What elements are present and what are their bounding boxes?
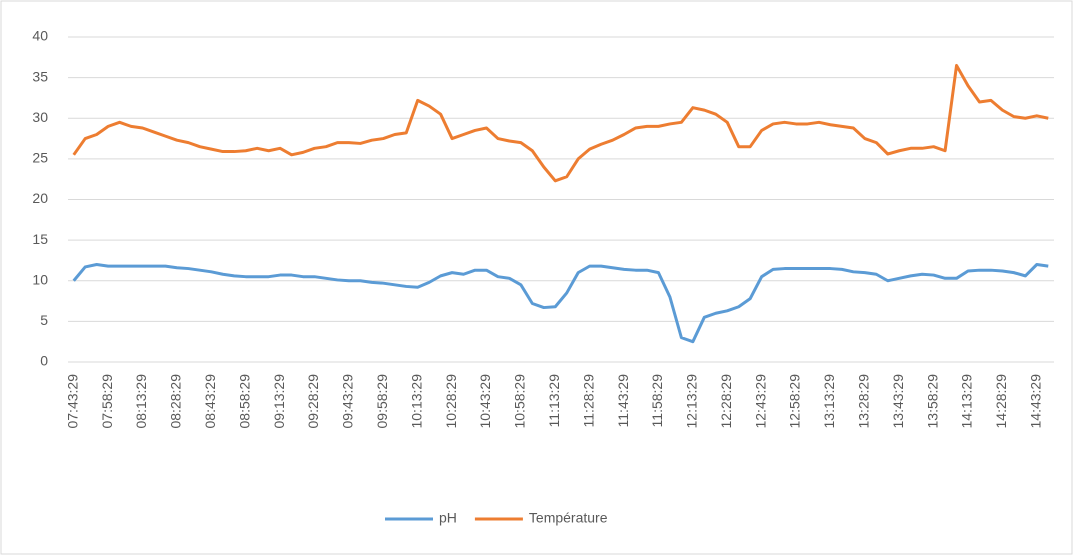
x-tick-label: 14:28:29 bbox=[993, 374, 1009, 429]
x-tick-label: 13:13:29 bbox=[821, 374, 837, 429]
x-tick-label: 07:43:29 bbox=[64, 374, 80, 429]
legend-label: pH bbox=[439, 510, 457, 526]
x-tick-label: 12:28:29 bbox=[718, 374, 734, 429]
y-tick-label: 30 bbox=[32, 109, 48, 125]
x-tick-label: 12:43:29 bbox=[752, 374, 768, 429]
x-tick-label: 13:43:29 bbox=[890, 374, 906, 429]
y-tick-label: 0 bbox=[40, 353, 48, 369]
x-tick-label: 14:43:29 bbox=[1028, 374, 1044, 429]
y-tick-label: 5 bbox=[40, 312, 48, 328]
x-tick-label: 10:43:29 bbox=[477, 374, 493, 429]
y-tick-label: 10 bbox=[32, 271, 48, 287]
series-line bbox=[72, 63, 1049, 183]
x-tick-label: 09:43:29 bbox=[340, 374, 356, 429]
x-tick-label: 08:28:29 bbox=[168, 374, 184, 429]
x-tick-label: 11:28:29 bbox=[580, 374, 596, 428]
x-tick-label: 10:28:29 bbox=[443, 374, 459, 429]
x-tick-label: 13:58:29 bbox=[924, 374, 940, 429]
y-tick-label: 35 bbox=[32, 68, 48, 84]
x-tick-label: 14:13:29 bbox=[959, 374, 975, 429]
legend-label: Température bbox=[529, 510, 608, 526]
x-tick-label: 09:28:29 bbox=[305, 374, 321, 429]
y-tick-label: 20 bbox=[32, 190, 48, 206]
x-tick-label: 12:58:29 bbox=[787, 374, 803, 429]
x-tick-label: 08:58:29 bbox=[236, 374, 252, 429]
x-tick-label: 12:13:29 bbox=[684, 374, 700, 429]
x-tick-label: 10:13:29 bbox=[408, 374, 424, 429]
x-tick-label: 07:58:29 bbox=[99, 374, 115, 429]
x-tick-label: 08:13:29 bbox=[133, 374, 149, 429]
y-tick-label: 40 bbox=[32, 28, 48, 44]
x-tick-label: 10:58:29 bbox=[512, 374, 528, 429]
x-tick-label: 13:28:29 bbox=[856, 374, 872, 429]
x-tick-label: 09:13:29 bbox=[271, 374, 287, 429]
x-tick-label: 11:43:29 bbox=[615, 374, 631, 428]
x-tick-label: 11:58:29 bbox=[649, 374, 665, 428]
x-tick-label: 11:13:29 bbox=[546, 374, 562, 428]
y-tick-label: 25 bbox=[32, 150, 48, 166]
x-tick-label: 09:58:29 bbox=[374, 374, 390, 429]
x-tick-label: 08:43:29 bbox=[202, 374, 218, 429]
series-line bbox=[72, 263, 1049, 344]
y-tick-label: 15 bbox=[32, 231, 48, 247]
